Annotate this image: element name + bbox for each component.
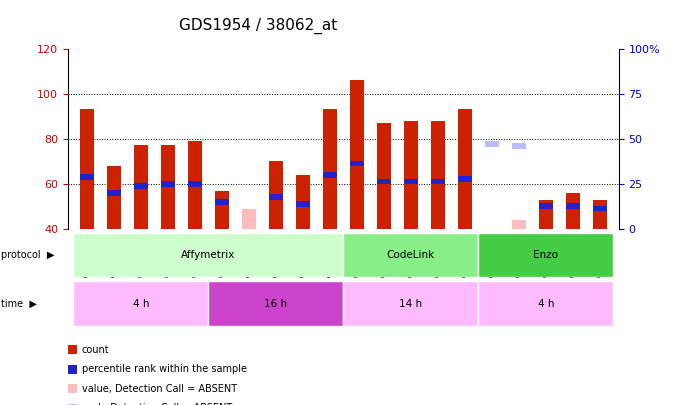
Bar (323, 172, 337, 177)
Bar (296, 201, 309, 207)
Text: GDS1954 / 38062_at: GDS1954 / 38062_at (180, 18, 337, 34)
Text: 14 h: 14 h (399, 299, 422, 309)
Bar (593, 206, 607, 211)
Bar (107, 166, 120, 229)
Bar (485, 141, 498, 147)
Bar (188, 141, 202, 229)
Bar (323, 109, 337, 229)
Text: protocol  ▶: protocol ▶ (1, 250, 54, 260)
Bar (269, 194, 283, 200)
Bar (350, 161, 364, 166)
Bar (134, 145, 148, 229)
Text: 4 h: 4 h (538, 299, 554, 309)
Text: count: count (82, 345, 109, 355)
Bar (188, 181, 202, 187)
Bar (404, 179, 418, 184)
Bar (458, 177, 472, 182)
Text: value, Detection Call = ABSENT: value, Detection Call = ABSENT (82, 384, 237, 394)
Bar (161, 145, 175, 229)
Bar (343, 281, 479, 326)
Bar (512, 220, 526, 229)
Bar (215, 190, 228, 229)
Bar (208, 281, 343, 326)
Bar (479, 281, 613, 326)
Bar (134, 183, 148, 189)
Bar (566, 193, 579, 229)
Bar (107, 190, 120, 196)
Bar (539, 200, 553, 229)
Text: time  ▶: time ▶ (1, 299, 37, 309)
Bar (161, 181, 175, 187)
Bar (404, 121, 418, 229)
Text: Enzo: Enzo (533, 250, 558, 260)
Bar (377, 123, 390, 229)
Bar (350, 80, 364, 229)
Bar (539, 203, 553, 209)
Text: CodeLink: CodeLink (387, 250, 435, 260)
Bar (296, 175, 309, 229)
Bar (377, 179, 390, 184)
Bar (458, 109, 472, 229)
Text: 4 h: 4 h (133, 299, 149, 309)
Bar (80, 109, 94, 229)
Bar (80, 174, 94, 180)
Bar (479, 233, 613, 277)
Text: 16 h: 16 h (265, 299, 288, 309)
Bar (566, 203, 579, 209)
Text: percentile rank within the sample: percentile rank within the sample (82, 364, 247, 374)
Bar (215, 199, 228, 205)
Bar (512, 143, 526, 149)
Bar (431, 121, 445, 229)
Bar (73, 233, 343, 277)
Bar (269, 161, 283, 229)
Bar (343, 233, 479, 277)
Bar (242, 209, 256, 229)
Text: rank, Detection Call = ABSENT: rank, Detection Call = ABSENT (82, 403, 232, 405)
Bar (73, 281, 208, 326)
Text: Affymetrix: Affymetrix (181, 250, 235, 260)
Bar (593, 200, 607, 229)
Bar (431, 179, 445, 184)
